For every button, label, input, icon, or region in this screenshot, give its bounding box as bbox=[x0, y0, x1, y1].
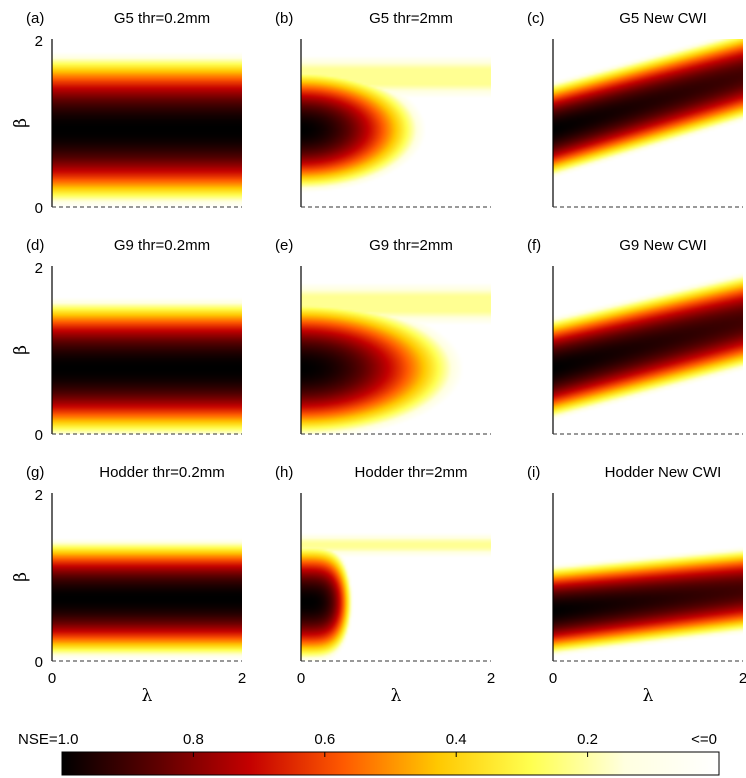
panel-title: G5 thr=0.2mm bbox=[114, 10, 210, 27]
panel-g: (g) Hodder thr=0.2mm 2 0 β 0 2 λ bbox=[11, 464, 246, 706]
panel-letter: (e) bbox=[275, 237, 293, 254]
heatmap bbox=[553, 39, 743, 207]
panel-letter: (c) bbox=[527, 10, 545, 27]
y-tick-label: 2 bbox=[35, 487, 43, 504]
panel-letter: (f) bbox=[527, 237, 541, 254]
panel-title: Hodder thr=2mm bbox=[355, 464, 468, 481]
panel-title: G5 New CWI bbox=[619, 10, 707, 27]
panel-d: (d) G9 thr=0.2mm 2 0 β bbox=[11, 237, 242, 444]
panel-title: Hodder New CWI bbox=[605, 464, 722, 481]
panel-letter: (d) bbox=[26, 237, 44, 254]
panel-letter: (g) bbox=[26, 464, 44, 481]
heatmap bbox=[52, 39, 242, 207]
colorbar-label: 0.8 bbox=[183, 731, 204, 748]
panel-i: (i) Hodder New CWI 0 2 λ bbox=[527, 464, 746, 706]
y-tick-label: 0 bbox=[35, 200, 43, 217]
heatmap bbox=[301, 39, 491, 207]
y-tick-label: 0 bbox=[35, 427, 43, 444]
panel-f: (f) G9 New CWI bbox=[527, 237, 743, 435]
heatmap bbox=[301, 493, 491, 661]
panel-title: G9 thr=0.2mm bbox=[114, 237, 210, 254]
heatmap bbox=[52, 493, 242, 661]
x-axis-label: λ bbox=[643, 686, 654, 706]
colorbar-gradient bbox=[61, 751, 720, 776]
colorbar-label: 0.6 bbox=[314, 731, 335, 748]
x-axis-label: λ bbox=[142, 686, 153, 706]
panel-letter: (a) bbox=[26, 10, 44, 27]
x-tick-label: 2 bbox=[487, 670, 495, 687]
y-axis-label: β bbox=[11, 118, 31, 128]
y-tick-label: 2 bbox=[35, 33, 43, 50]
panel-title: Hodder thr=0.2mm bbox=[99, 464, 224, 481]
colorbar: NSE=1.0 0.8 0.6 0.4 0.2 <=0 bbox=[18, 731, 720, 776]
heatmap bbox=[301, 266, 491, 434]
x-tick-label: 0 bbox=[297, 670, 305, 687]
colorbar-label: 0.2 bbox=[577, 731, 598, 748]
y-tick-label: 0 bbox=[35, 654, 43, 671]
y-tick-label: 2 bbox=[35, 260, 43, 277]
heatmap bbox=[52, 266, 242, 434]
heatmap bbox=[553, 266, 743, 434]
panel-letter: (i) bbox=[527, 464, 540, 481]
panel-title: G9 New CWI bbox=[619, 237, 707, 254]
y-axis-label: β bbox=[11, 345, 31, 355]
colorbar-label: 0.4 bbox=[446, 731, 467, 748]
x-tick-label: 0 bbox=[549, 670, 557, 687]
panel-letter: (b) bbox=[275, 10, 293, 27]
colorbar-label: <=0 bbox=[691, 731, 717, 748]
x-axis-label: λ bbox=[391, 686, 402, 706]
panel-title: G9 thr=2mm bbox=[369, 237, 453, 254]
panel-letter: (h) bbox=[275, 464, 293, 481]
panel-title: G5 thr=2mm bbox=[369, 10, 453, 27]
panel-c: (c) G5 New CWI bbox=[527, 10, 743, 208]
panel-a: (a) G5 thr=0.2mm 2 0 β bbox=[11, 10, 242, 217]
panel-e: (e) G9 thr=2mm bbox=[275, 237, 491, 435]
y-axis-label: β bbox=[11, 572, 31, 582]
x-tick-label: 2 bbox=[739, 670, 746, 687]
panel-h: (h) Hodder thr=2mm 0 2 λ bbox=[275, 464, 495, 706]
x-tick-label: 2 bbox=[238, 670, 246, 687]
panel-b: (b) G5 thr=2mm bbox=[275, 10, 491, 208]
heatmap bbox=[553, 493, 743, 661]
colorbar-label: NSE=1.0 bbox=[18, 731, 78, 748]
x-tick-label: 0 bbox=[48, 670, 56, 687]
